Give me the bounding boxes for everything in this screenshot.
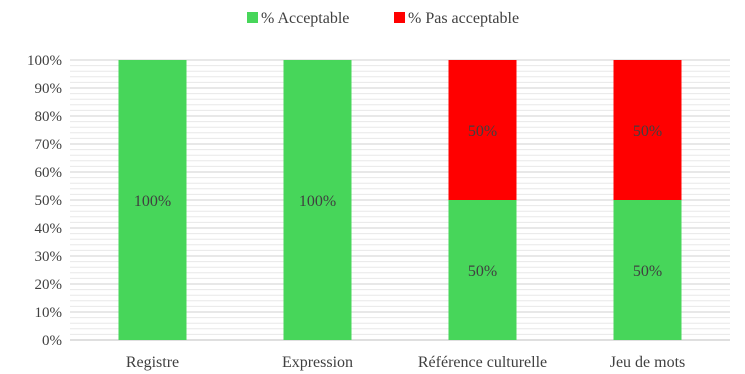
y-tick-label: 30% <box>35 249 63 265</box>
data-label: 100% <box>299 193 336 210</box>
bar-segment <box>118 60 187 340</box>
y-tick-label: 40% <box>35 221 63 237</box>
x-category-label: Registre <box>126 354 179 371</box>
y-axis-ticks: 0% 10% 20% 30% 40% 50% 60% 70% 80% 90% 100% <box>27 53 62 349</box>
data-labels: 100% 100% 50% 50% 50% 50% <box>134 123 662 280</box>
bar-segment <box>283 60 352 340</box>
data-label: 100% <box>134 193 171 210</box>
x-category-label: Référence culturelle <box>418 354 547 371</box>
data-label: 50% <box>633 123 662 140</box>
data-label: 50% <box>468 123 497 140</box>
y-tick-label: 100% <box>27 53 62 69</box>
legend: % Acceptable % Pas acceptable <box>247 10 519 27</box>
y-tick-label: 0% <box>42 333 62 349</box>
bar-segment <box>448 60 517 200</box>
y-tick-label: 20% <box>35 277 63 293</box>
data-label: 50% <box>633 263 662 280</box>
bar-segment <box>613 200 682 340</box>
y-tick-label: 80% <box>35 109 63 125</box>
legend-label: % Acceptable <box>261 10 349 27</box>
y-tick-label: 90% <box>35 81 63 97</box>
bar-segment <box>448 200 517 340</box>
y-tick-label: 10% <box>35 305 63 321</box>
x-category-label: Jeu de mots <box>610 354 686 371</box>
y-tick-label: 50% <box>35 193 63 209</box>
legend-label: % Pas acceptable <box>408 10 519 27</box>
y-tick-label: 60% <box>35 165 63 181</box>
bar-segment <box>613 60 682 200</box>
legend-swatch <box>247 12 258 23</box>
data-label: 50% <box>468 263 497 280</box>
bars <box>118 60 682 340</box>
y-tick-label: 70% <box>35 137 63 153</box>
legend-swatch <box>394 12 405 23</box>
x-category-label: Expression <box>282 354 353 371</box>
